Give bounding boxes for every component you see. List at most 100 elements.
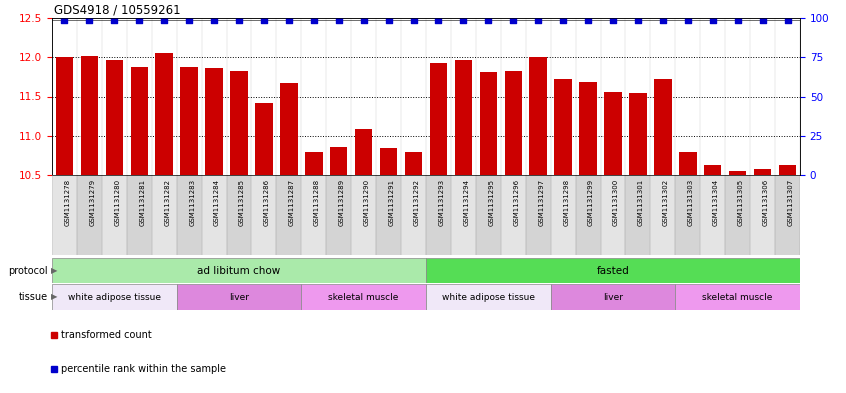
Text: GSM1131289: GSM1131289	[338, 179, 344, 226]
Point	[183, 17, 196, 24]
Bar	[180, 67, 198, 175]
Bar	[52, 175, 77, 255]
Point	[656, 17, 670, 24]
Text: percentile rank within the sample: percentile rank within the sample	[61, 364, 226, 374]
Text: white adipose tissue: white adipose tissue	[442, 292, 535, 301]
Bar	[501, 175, 525, 255]
Bar	[56, 57, 74, 175]
Bar	[206, 68, 222, 175]
Text: skeletal muscle: skeletal muscle	[702, 292, 773, 301]
Point	[431, 17, 445, 24]
Bar	[277, 175, 301, 255]
Bar	[504, 71, 522, 175]
Bar	[675, 175, 700, 255]
Bar	[551, 175, 575, 255]
Bar	[130, 67, 148, 175]
Text: GSM1131303: GSM1131303	[688, 179, 694, 226]
Bar	[151, 175, 177, 255]
Bar	[625, 175, 651, 255]
Text: GSM1131293: GSM1131293	[438, 179, 444, 226]
Bar	[525, 175, 551, 255]
Bar	[355, 129, 372, 175]
Text: GSM1131296: GSM1131296	[514, 179, 519, 226]
Bar	[704, 165, 722, 175]
Bar	[52, 258, 426, 283]
Text: ▶: ▶	[51, 292, 58, 301]
Text: GSM1131284: GSM1131284	[214, 179, 220, 226]
Point	[107, 17, 121, 24]
Text: protocol: protocol	[8, 266, 48, 275]
Bar	[127, 175, 151, 255]
Text: GSM1131281: GSM1131281	[140, 179, 146, 226]
Bar	[451, 175, 475, 255]
Bar	[725, 175, 750, 255]
Point	[706, 17, 719, 24]
Bar	[604, 92, 622, 175]
Point	[307, 17, 321, 24]
Bar	[754, 169, 772, 175]
Text: GSM1131306: GSM1131306	[762, 179, 769, 226]
Point	[282, 17, 295, 24]
Point	[755, 17, 769, 24]
Text: GSM1131297: GSM1131297	[538, 179, 544, 226]
Text: tissue: tissue	[19, 292, 48, 302]
Bar	[426, 284, 551, 310]
Bar	[654, 79, 672, 175]
Point	[133, 17, 146, 24]
Text: GSM1131299: GSM1131299	[588, 179, 594, 226]
Text: GSM1131292: GSM1131292	[414, 179, 420, 226]
Point	[207, 17, 221, 24]
Bar	[629, 93, 646, 175]
Point	[332, 17, 345, 24]
Text: GSM1131304: GSM1131304	[712, 179, 719, 226]
Bar	[80, 56, 98, 175]
Bar	[779, 165, 796, 175]
Bar	[426, 175, 451, 255]
Text: GSM1131279: GSM1131279	[90, 179, 96, 226]
Point	[481, 17, 495, 24]
Text: GSM1131301: GSM1131301	[638, 179, 644, 226]
Bar	[750, 175, 775, 255]
Bar	[404, 152, 422, 175]
Text: ▶: ▶	[51, 266, 58, 275]
Bar	[480, 72, 497, 175]
Text: GSM1131286: GSM1131286	[264, 179, 270, 226]
Bar	[430, 63, 448, 175]
Point	[407, 17, 420, 24]
Bar	[401, 175, 426, 255]
Bar	[554, 79, 572, 175]
Bar	[575, 175, 601, 255]
Bar	[251, 175, 277, 255]
Point	[557, 17, 570, 24]
Point	[507, 17, 520, 24]
Bar	[301, 175, 327, 255]
Text: GSM1131287: GSM1131287	[288, 179, 295, 226]
Bar	[52, 284, 177, 310]
Bar	[775, 175, 800, 255]
Bar	[651, 175, 675, 255]
Text: GSM1131278: GSM1131278	[64, 179, 70, 226]
Bar	[426, 258, 800, 283]
Text: GSM1131298: GSM1131298	[563, 179, 569, 226]
Text: skeletal muscle: skeletal muscle	[328, 292, 398, 301]
Text: GSM1131282: GSM1131282	[164, 179, 170, 226]
Bar	[77, 175, 102, 255]
Text: GSM1131295: GSM1131295	[488, 179, 494, 226]
Point	[607, 17, 620, 24]
Point	[457, 17, 470, 24]
Point	[257, 17, 271, 24]
Bar	[201, 175, 227, 255]
Point	[631, 17, 645, 24]
Bar	[177, 175, 201, 255]
Text: GSM1131300: GSM1131300	[613, 179, 619, 226]
Bar	[729, 171, 746, 175]
Bar	[177, 284, 301, 310]
Text: liver: liver	[603, 292, 623, 301]
Bar	[230, 71, 248, 175]
Text: ad libitum chow: ad libitum chow	[197, 266, 281, 275]
Text: white adipose tissue: white adipose tissue	[68, 292, 161, 301]
Bar	[227, 175, 251, 255]
Bar	[454, 61, 472, 175]
Text: GSM1131285: GSM1131285	[239, 179, 245, 226]
Bar	[102, 175, 127, 255]
